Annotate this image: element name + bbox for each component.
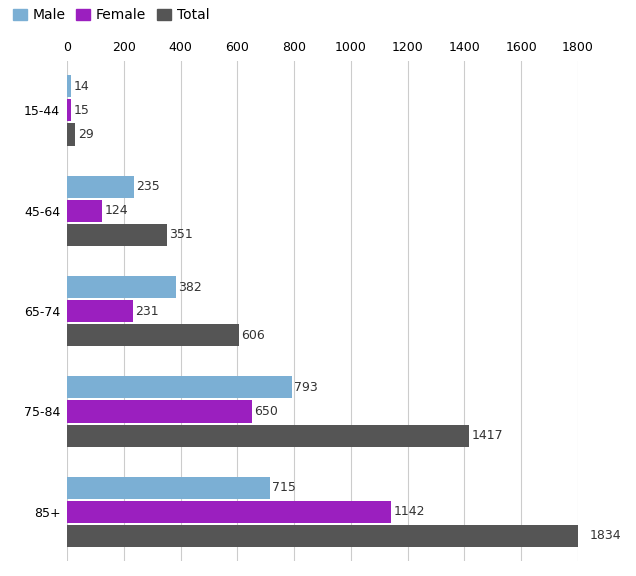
- Legend: Male, Female, Total: Male, Female, Total: [13, 8, 209, 22]
- Text: 650: 650: [254, 405, 278, 418]
- Text: 1834: 1834: [590, 529, 621, 543]
- Text: 351: 351: [169, 228, 193, 241]
- Bar: [67, 376, 292, 399]
- Text: 382: 382: [178, 281, 202, 294]
- Text: 14: 14: [73, 80, 89, 93]
- Bar: [67, 200, 102, 222]
- Bar: [67, 501, 391, 523]
- Bar: [67, 525, 588, 547]
- Bar: [67, 425, 469, 446]
- Bar: [67, 300, 133, 322]
- Text: 231: 231: [135, 305, 158, 317]
- Bar: [67, 324, 239, 346]
- Bar: [67, 400, 252, 423]
- Bar: [67, 176, 134, 198]
- Bar: [67, 123, 76, 146]
- Text: 29: 29: [78, 128, 93, 141]
- Bar: [67, 75, 71, 97]
- Bar: [67, 477, 270, 499]
- Text: 124: 124: [105, 204, 128, 217]
- Text: 235: 235: [136, 180, 160, 193]
- Text: 1142: 1142: [394, 505, 425, 518]
- Bar: [67, 276, 176, 298]
- Bar: [67, 224, 167, 246]
- Text: 1417: 1417: [471, 429, 503, 442]
- Text: 793: 793: [294, 381, 318, 394]
- Text: 15: 15: [74, 104, 90, 117]
- Bar: [67, 100, 71, 122]
- Text: 606: 606: [242, 329, 265, 342]
- Text: 715: 715: [272, 481, 296, 494]
